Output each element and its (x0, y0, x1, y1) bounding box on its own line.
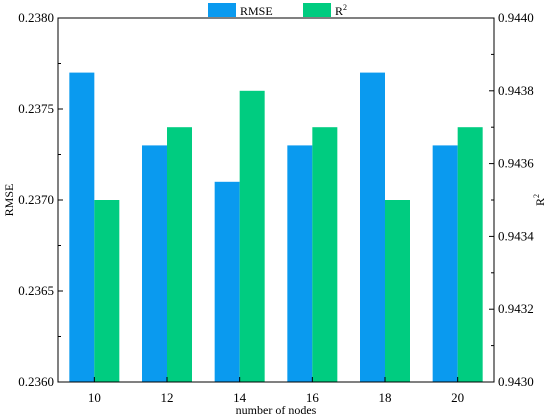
x-tick-label: 20 (451, 390, 464, 405)
bar-rmse-18 (360, 72, 385, 382)
legend-label-r2: R2 (335, 3, 347, 18)
x-tick-label: 18 (379, 390, 392, 405)
x-axis-ticks: 10 12 14 16 18 20 (88, 377, 464, 405)
legend: RMSE R2 (208, 3, 347, 18)
bar-rmse-12 (142, 145, 167, 382)
x-tick-label: 12 (161, 390, 174, 405)
right-tick-label: 0.9438 (498, 83, 534, 98)
bars (69, 72, 483, 383)
left-tick-label: 0.2365 (18, 283, 54, 298)
bar-rmse-14 (214, 181, 240, 382)
y-axis-left-label: RMSE (2, 184, 16, 217)
left-tick-label: 0.2370 (18, 192, 54, 207)
left-tick-label: 0.2360 (18, 374, 54, 389)
bar-rmse-10 (69, 72, 95, 382)
right-tick-label: 0.9432 (498, 301, 534, 316)
bar-rmse-16 (287, 145, 313, 382)
x-tick-label: 14 (233, 390, 247, 405)
x-axis-label: number of nodes (236, 403, 317, 417)
bar-rmse-20 (432, 145, 458, 382)
right-tick-label: 0.9436 (498, 156, 534, 171)
legend-swatch-r2 (303, 3, 331, 17)
bar-r2-10 (94, 200, 120, 382)
left-tick-label: 0.2380 (18, 10, 54, 25)
right-axis-ticks: 0.9430 0.9432 0.9434 0.9436 0.9438 0.9440 (489, 10, 534, 389)
left-tick-label: 0.2375 (18, 101, 54, 116)
right-tick-label: 0.9434 (498, 228, 534, 243)
x-tick-label: 10 (88, 390, 101, 405)
plot-frame (57, 17, 495, 383)
y-axis-right-label: R2 (532, 194, 547, 206)
bar-r2-16 (312, 127, 338, 382)
bar-r2-18 (385, 200, 410, 382)
legend-label-rmse: RMSE (240, 4, 273, 18)
right-tick-label: 0.9440 (498, 10, 534, 25)
bar-r2-12 (167, 127, 192, 382)
x-tick-label: 16 (306, 390, 320, 405)
right-tick-label: 0.9430 (498, 374, 534, 389)
legend-swatch-rmse (208, 3, 236, 17)
bar-r2-20 (457, 127, 483, 382)
bar-r2-14 (239, 90, 265, 383)
left-axis-ticks: 0.2360 0.2365 0.2370 0.2375 0.2380 (18, 10, 63, 389)
